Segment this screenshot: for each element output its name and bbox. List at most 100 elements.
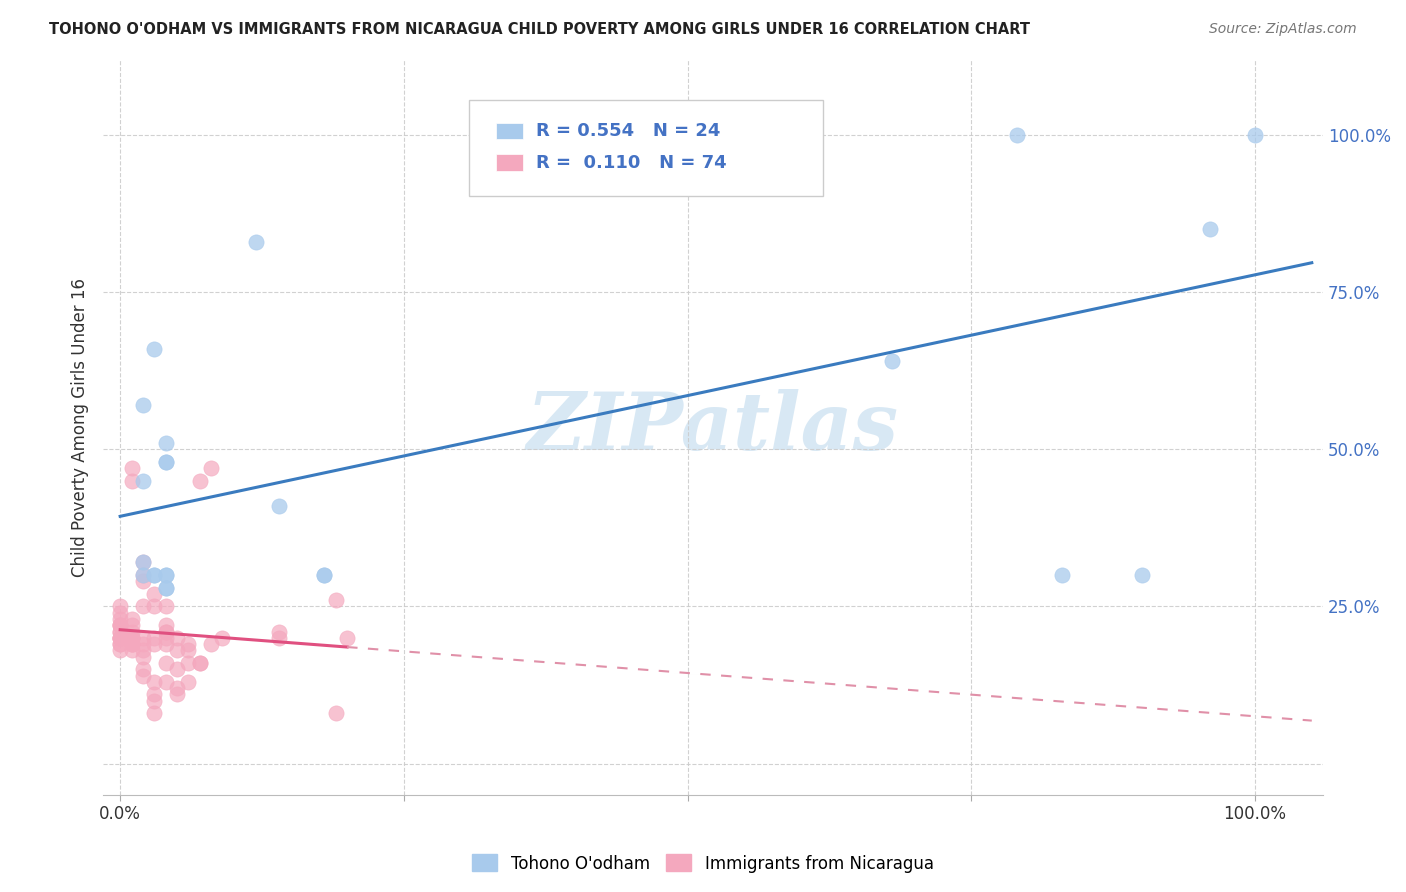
- Text: TOHONO O'ODHAM VS IMMIGRANTS FROM NICARAGUA CHILD POVERTY AMONG GIRLS UNDER 16 C: TOHONO O'ODHAM VS IMMIGRANTS FROM NICARA…: [49, 22, 1031, 37]
- Point: [1130, 568, 1153, 582]
- Point: [132, 637, 155, 651]
- Point: [143, 568, 166, 582]
- Point: [132, 574, 155, 589]
- Point: [143, 674, 166, 689]
- Point: [143, 694, 166, 708]
- Point: [155, 674, 177, 689]
- Point: [1050, 568, 1073, 582]
- Point: [132, 599, 155, 614]
- Point: [108, 612, 131, 626]
- Point: [108, 631, 131, 645]
- Point: [132, 556, 155, 570]
- Point: [108, 606, 131, 620]
- Point: [177, 637, 200, 651]
- Point: [143, 599, 166, 614]
- Point: [325, 593, 347, 607]
- Text: ZIPatlas: ZIPatlas: [527, 389, 900, 467]
- Point: [325, 706, 347, 721]
- Point: [108, 631, 131, 645]
- Point: [132, 631, 155, 645]
- Point: [121, 637, 143, 651]
- Point: [108, 637, 131, 651]
- Point: [121, 637, 143, 651]
- Point: [177, 674, 200, 689]
- Point: [121, 631, 143, 645]
- Point: [314, 568, 336, 582]
- Text: R = 0.554   N = 24: R = 0.554 N = 24: [536, 122, 721, 140]
- Point: [267, 631, 290, 645]
- Point: [166, 681, 188, 696]
- FancyBboxPatch shape: [470, 100, 823, 195]
- Point: [132, 649, 155, 664]
- Point: [121, 474, 143, 488]
- Point: [188, 474, 211, 488]
- Point: [121, 643, 143, 657]
- Point: [108, 618, 131, 632]
- Point: [121, 618, 143, 632]
- Point: [155, 568, 177, 582]
- Point: [211, 631, 233, 645]
- Point: [166, 643, 188, 657]
- Point: [108, 599, 131, 614]
- Point: [108, 618, 131, 632]
- Point: [1198, 222, 1220, 236]
- Point: [108, 631, 131, 645]
- Point: [108, 624, 131, 639]
- Point: [108, 631, 131, 645]
- Point: [121, 612, 143, 626]
- Point: [166, 631, 188, 645]
- Point: [132, 568, 155, 582]
- Point: [177, 656, 200, 670]
- Text: R =  0.110   N = 74: R = 0.110 N = 74: [536, 153, 727, 171]
- Point: [155, 637, 177, 651]
- Point: [108, 618, 131, 632]
- FancyBboxPatch shape: [496, 154, 523, 170]
- Point: [155, 631, 177, 645]
- Point: [200, 637, 222, 651]
- Point: [143, 342, 166, 356]
- Point: [132, 474, 155, 488]
- Point: [267, 624, 290, 639]
- Point: [155, 455, 177, 469]
- Point: [121, 461, 143, 475]
- Point: [155, 618, 177, 632]
- Point: [143, 631, 166, 645]
- Point: [132, 643, 155, 657]
- Point: [108, 643, 131, 657]
- Legend: Tohono O'odham, Immigrants from Nicaragua: Tohono O'odham, Immigrants from Nicaragu…: [465, 847, 941, 880]
- Point: [155, 581, 177, 595]
- Point: [108, 624, 131, 639]
- Point: [132, 668, 155, 682]
- Point: [155, 599, 177, 614]
- Point: [166, 688, 188, 702]
- Point: [155, 436, 177, 450]
- Point: [132, 556, 155, 570]
- Point: [880, 354, 903, 368]
- Point: [132, 398, 155, 412]
- Point: [155, 568, 177, 582]
- Point: [314, 568, 336, 582]
- Point: [132, 568, 155, 582]
- Point: [108, 637, 131, 651]
- Point: [121, 637, 143, 651]
- Point: [121, 624, 143, 639]
- Point: [166, 662, 188, 676]
- Text: Source: ZipAtlas.com: Source: ZipAtlas.com: [1209, 22, 1357, 37]
- Point: [143, 706, 166, 721]
- Point: [155, 624, 177, 639]
- Point: [121, 631, 143, 645]
- Point: [790, 128, 813, 142]
- Point: [155, 624, 177, 639]
- Point: [143, 587, 166, 601]
- Point: [188, 656, 211, 670]
- Point: [121, 631, 143, 645]
- Point: [200, 461, 222, 475]
- Y-axis label: Child Poverty Among Girls Under 16: Child Poverty Among Girls Under 16: [72, 277, 89, 577]
- Point: [336, 631, 359, 645]
- FancyBboxPatch shape: [496, 123, 523, 139]
- Point: [188, 656, 211, 670]
- Point: [155, 581, 177, 595]
- Point: [1244, 128, 1267, 142]
- Point: [143, 637, 166, 651]
- Point: [245, 235, 267, 249]
